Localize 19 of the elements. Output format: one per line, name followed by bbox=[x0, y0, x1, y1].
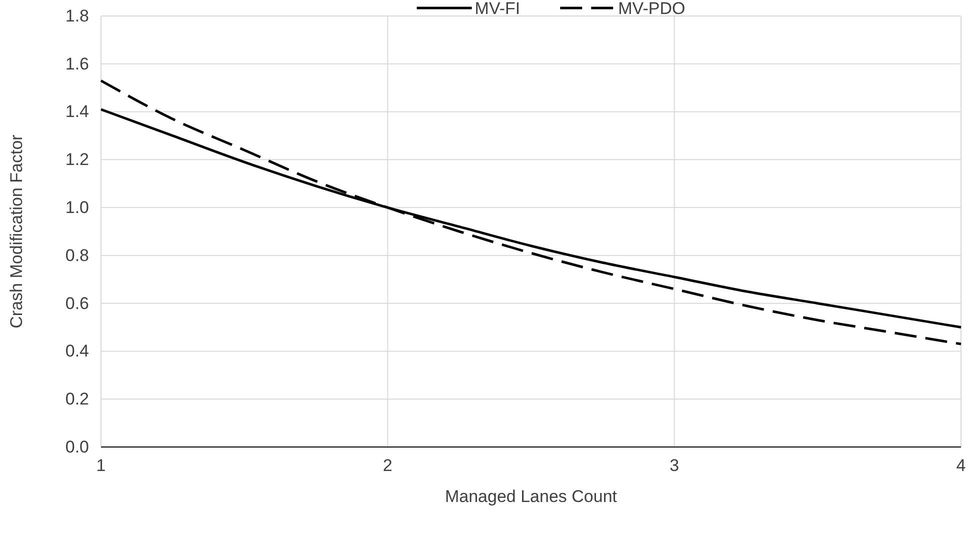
y-tick-label: 0.2 bbox=[65, 390, 89, 409]
y-tick-label: 1.4 bbox=[65, 102, 89, 122]
y-axis-title: Crash Modification Factor bbox=[7, 134, 26, 328]
x-tick-label: 3 bbox=[670, 456, 680, 476]
legend-label: MV-FI bbox=[474, 0, 520, 18]
y-tick-label: 1.8 bbox=[65, 6, 89, 26]
x-axis-title: Managed Lanes Count bbox=[444, 487, 618, 506]
y-tick-label: 1.2 bbox=[65, 150, 89, 170]
x-tick-label: 4 bbox=[956, 456, 966, 476]
line-series bbox=[100, 79, 962, 346]
y-tick-label: 0.6 bbox=[65, 294, 89, 313]
y-tick-label: 0.8 bbox=[65, 246, 89, 265]
y-tick-label: 0.4 bbox=[65, 342, 89, 361]
y-tick-label: 0.0 bbox=[65, 437, 89, 456]
x-tick-label: 2 bbox=[382, 456, 392, 476]
y-tick-label: 1.0 bbox=[65, 198, 89, 217]
y-tick-label: 1.6 bbox=[65, 54, 89, 74]
x-tick-label: 1 bbox=[96, 456, 106, 476]
legend-label: MV-PDO bbox=[618, 0, 686, 18]
